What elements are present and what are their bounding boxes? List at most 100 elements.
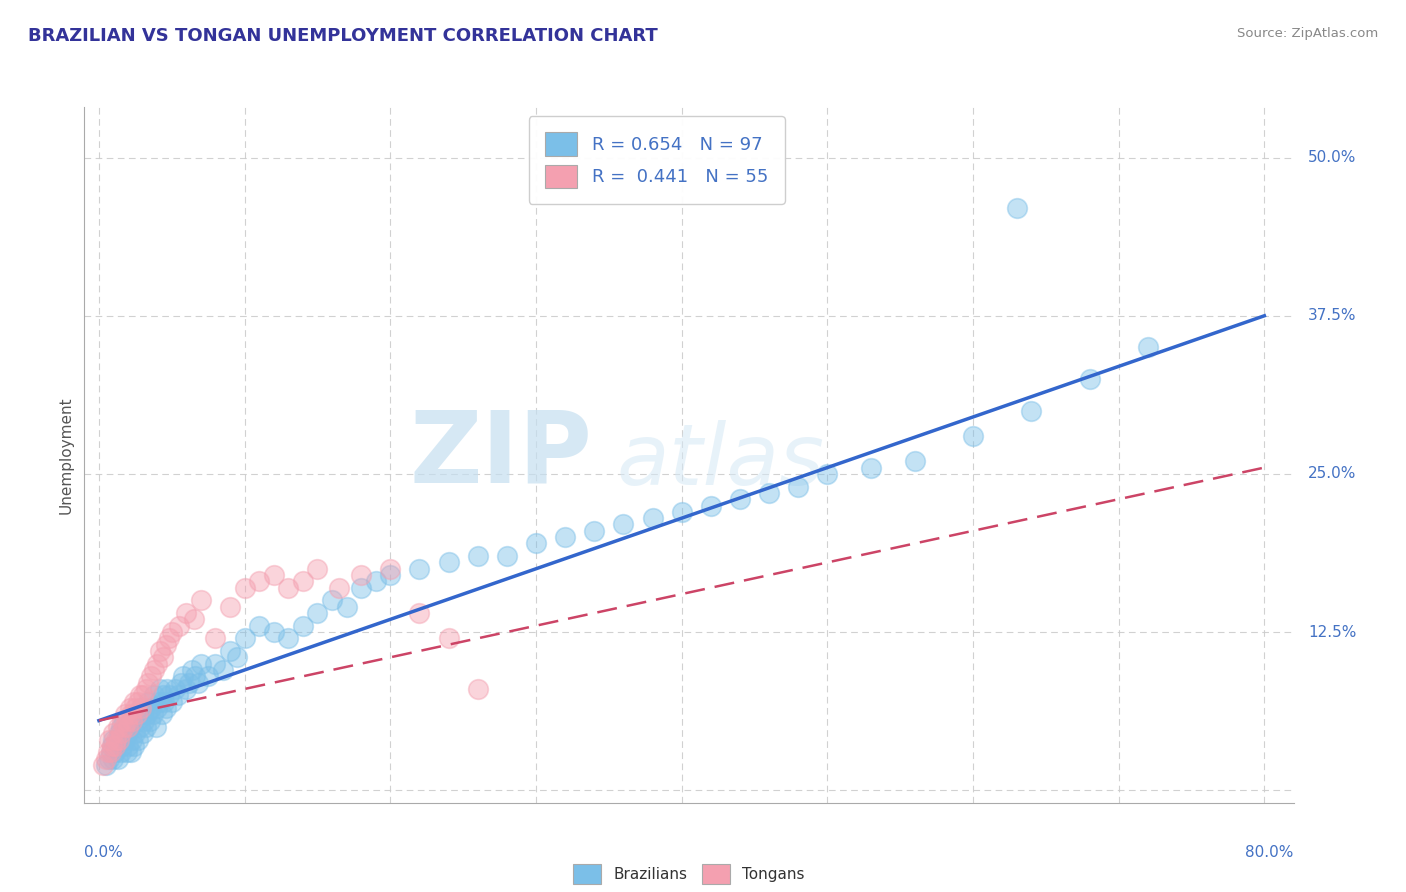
Point — [860, 460, 883, 475]
Point — [91, 757, 114, 772]
Point — [181, 663, 204, 677]
Point — [247, 574, 270, 589]
Point — [277, 632, 299, 646]
Point — [117, 726, 139, 740]
Legend: Brazilians, Tongans: Brazilians, Tongans — [561, 852, 817, 892]
Point — [146, 657, 169, 671]
Point — [108, 726, 131, 740]
Point — [136, 707, 159, 722]
Point — [124, 707, 146, 722]
Point — [141, 701, 163, 715]
Point — [131, 688, 153, 702]
Point — [128, 688, 150, 702]
Point — [107, 751, 129, 765]
Point — [169, 675, 191, 690]
Point — [128, 720, 150, 734]
Point — [98, 751, 121, 765]
Point — [135, 681, 157, 696]
Point — [1078, 372, 1101, 386]
Point — [131, 726, 153, 740]
Point — [110, 720, 132, 734]
Point — [122, 739, 145, 753]
Point — [139, 714, 162, 728]
Point — [1005, 201, 1028, 215]
Point — [142, 707, 165, 722]
Point — [495, 549, 517, 563]
Point — [197, 669, 219, 683]
Point — [138, 695, 160, 709]
Point — [117, 720, 139, 734]
Text: 50.0%: 50.0% — [1308, 150, 1357, 165]
Text: Source: ZipAtlas.com: Source: ZipAtlas.com — [1237, 27, 1378, 40]
Point — [135, 720, 157, 734]
Point — [408, 562, 430, 576]
Point — [125, 714, 148, 728]
Point — [380, 562, 402, 576]
Y-axis label: Unemployment: Unemployment — [58, 396, 73, 514]
Point — [1019, 403, 1042, 417]
Point — [263, 625, 285, 640]
Point — [700, 499, 723, 513]
Point — [114, 707, 136, 722]
Point — [641, 511, 664, 525]
Point — [321, 593, 343, 607]
Point — [437, 556, 460, 570]
Point — [160, 695, 183, 709]
Point — [111, 714, 134, 728]
Point — [211, 663, 233, 677]
Point — [150, 707, 173, 722]
Point — [204, 657, 226, 671]
Point — [112, 714, 135, 728]
Point — [129, 701, 152, 715]
Point — [120, 745, 142, 759]
Point — [143, 688, 166, 702]
Text: atlas: atlas — [616, 420, 824, 503]
Point — [104, 739, 127, 753]
Point — [145, 720, 167, 734]
Point — [103, 751, 125, 765]
Point — [247, 618, 270, 632]
Point — [104, 745, 127, 759]
Point — [758, 486, 780, 500]
Point — [103, 732, 125, 747]
Point — [129, 701, 152, 715]
Point — [111, 739, 134, 753]
Point — [226, 650, 249, 665]
Point — [187, 675, 209, 690]
Point — [141, 669, 163, 683]
Text: 37.5%: 37.5% — [1308, 309, 1357, 323]
Point — [110, 726, 132, 740]
Point — [138, 675, 160, 690]
Point — [110, 745, 132, 759]
Point — [184, 669, 207, 683]
Point — [97, 745, 120, 759]
Point — [124, 701, 146, 715]
Point — [437, 632, 460, 646]
Point — [612, 517, 634, 532]
Point — [350, 568, 373, 582]
Point — [96, 751, 118, 765]
Point — [172, 669, 194, 683]
Point — [336, 599, 359, 614]
Point — [112, 720, 135, 734]
Point — [115, 745, 138, 759]
Point — [190, 657, 212, 671]
Point — [149, 644, 172, 658]
Point — [904, 454, 927, 468]
Point — [204, 632, 226, 646]
Point — [157, 688, 180, 702]
Point — [120, 707, 142, 722]
Point — [307, 562, 329, 576]
Point — [155, 701, 177, 715]
Point — [114, 732, 136, 747]
Text: 0.0%: 0.0% — [84, 845, 124, 860]
Point — [380, 568, 402, 582]
Point — [121, 714, 143, 728]
Point — [291, 574, 314, 589]
Point — [962, 429, 984, 443]
Point — [467, 549, 489, 563]
Point — [554, 530, 576, 544]
Point — [100, 745, 122, 759]
Point — [143, 663, 166, 677]
Point — [328, 581, 350, 595]
